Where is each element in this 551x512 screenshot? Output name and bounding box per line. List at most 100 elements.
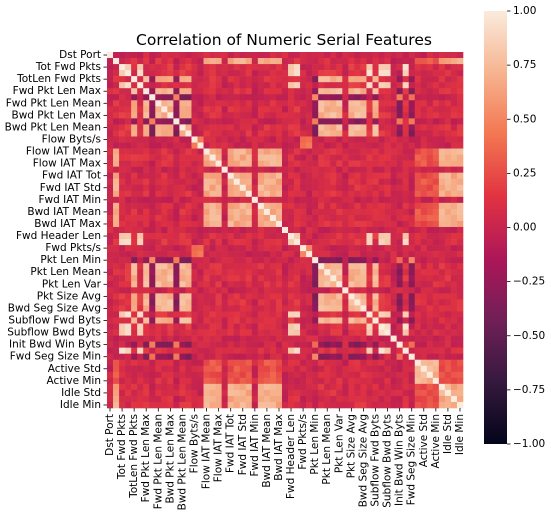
heatmap-cell xyxy=(173,196,180,204)
heatmap-cell xyxy=(408,64,416,71)
heatmap-cell xyxy=(288,251,295,258)
heatmap-cell xyxy=(269,220,277,228)
heatmap-cell xyxy=(161,377,168,385)
heatmap-cell xyxy=(414,365,422,373)
heatmap-cell xyxy=(396,64,403,71)
heatmap-cell xyxy=(384,239,391,246)
heatmap-cell xyxy=(281,317,289,324)
heatmap-cell xyxy=(233,190,241,198)
heatmap-cell xyxy=(330,64,337,71)
heatmap-cell xyxy=(245,263,253,270)
heatmap-cell xyxy=(294,124,301,131)
heatmap-cell xyxy=(300,208,307,216)
heatmap-cell xyxy=(107,293,114,300)
heatmap-cell xyxy=(221,202,228,210)
heatmap-cell xyxy=(161,190,168,198)
heatmap-cell xyxy=(173,220,180,228)
heatmap-cell xyxy=(149,184,156,192)
heatmap-cell xyxy=(203,269,210,276)
heatmap-cell xyxy=(360,359,367,367)
heatmap-cell xyxy=(426,220,434,228)
heatmap-cell xyxy=(360,118,367,125)
heatmap-cell xyxy=(137,94,144,101)
heatmap-cell xyxy=(318,311,325,318)
heatmap-cell xyxy=(275,154,283,161)
heatmap-cell xyxy=(251,118,259,125)
heatmap-cell xyxy=(179,226,186,234)
heatmap-cell xyxy=(251,166,259,173)
heatmap-cell xyxy=(378,76,385,83)
heatmap-cell xyxy=(173,118,180,125)
heatmap-cell xyxy=(143,263,150,270)
heatmap-cell xyxy=(456,275,464,282)
heatmap-cell xyxy=(125,335,132,342)
heatmap-cell xyxy=(438,154,446,161)
heatmap-cell xyxy=(143,281,150,288)
heatmap-cell xyxy=(161,172,168,180)
heatmap-cell xyxy=(306,166,313,173)
heatmap-cell xyxy=(197,226,204,234)
heatmap-cell xyxy=(444,263,452,270)
heatmap-cell xyxy=(137,202,144,210)
heatmap-cell xyxy=(245,365,253,373)
heatmap-cell xyxy=(432,263,440,270)
heatmap-cell xyxy=(149,118,156,125)
heatmap-cell xyxy=(438,100,446,107)
heatmap-cell xyxy=(281,299,289,306)
heatmap-cell xyxy=(155,377,162,385)
colorbar-tick-label: 0.75 xyxy=(513,59,536,71)
heatmap-cell xyxy=(342,305,349,312)
heatmap-cell xyxy=(251,184,259,192)
heatmap-cell xyxy=(215,245,222,252)
heatmap-cell xyxy=(203,160,210,167)
heatmap-cell xyxy=(137,317,144,324)
heatmap-cell xyxy=(197,389,204,397)
heatmap-cell xyxy=(306,377,313,385)
heatmap-cell xyxy=(414,395,422,403)
heatmap-cell xyxy=(300,142,307,149)
heatmap-cell xyxy=(269,323,277,330)
heatmap-cell xyxy=(294,70,301,77)
heatmap-cell xyxy=(288,317,295,324)
heatmap-cell xyxy=(137,383,144,391)
heatmap-cell xyxy=(330,208,337,216)
heatmap-cell xyxy=(348,287,355,294)
heatmap-cell xyxy=(221,305,228,312)
heatmap-cell xyxy=(450,359,458,367)
heatmap-cell xyxy=(155,293,162,300)
heatmap-cell xyxy=(251,190,259,198)
heatmap-cell xyxy=(408,257,416,264)
heatmap-cell xyxy=(414,118,422,125)
heatmap-cell xyxy=(432,94,440,101)
heatmap-cell xyxy=(263,58,271,65)
heatmap-cell xyxy=(137,154,144,161)
heatmap-cell xyxy=(420,311,428,318)
heatmap-cell xyxy=(420,251,428,258)
heatmap-cell xyxy=(300,275,307,282)
heatmap-cell xyxy=(414,389,422,397)
heatmap-cell xyxy=(414,341,422,348)
heatmap-cell xyxy=(336,383,343,391)
heatmap-cell xyxy=(179,317,186,324)
heatmap-cell xyxy=(378,383,385,391)
heatmap-cell xyxy=(167,287,174,294)
heatmap-cell xyxy=(119,52,126,59)
heatmap-cell xyxy=(378,100,385,107)
heatmap-cell xyxy=(203,112,210,119)
heatmap-cell xyxy=(167,94,174,101)
heatmap-cell xyxy=(318,196,325,204)
heatmap-cell xyxy=(161,202,168,210)
heatmap-cell xyxy=(450,130,458,137)
heatmap-cell xyxy=(360,220,367,228)
heatmap-cell xyxy=(173,112,180,119)
heatmap-cell xyxy=(300,190,307,198)
heatmap-cell xyxy=(438,220,446,228)
heatmap-cell xyxy=(275,257,283,264)
heatmap-cell xyxy=(143,136,150,143)
heatmap-cell xyxy=(245,106,253,113)
heatmap-cell xyxy=(167,401,174,409)
heatmap-cell xyxy=(215,142,222,149)
heatmap-cell xyxy=(257,154,265,161)
heatmap-cell xyxy=(185,130,192,137)
heatmap-cell xyxy=(107,52,114,59)
